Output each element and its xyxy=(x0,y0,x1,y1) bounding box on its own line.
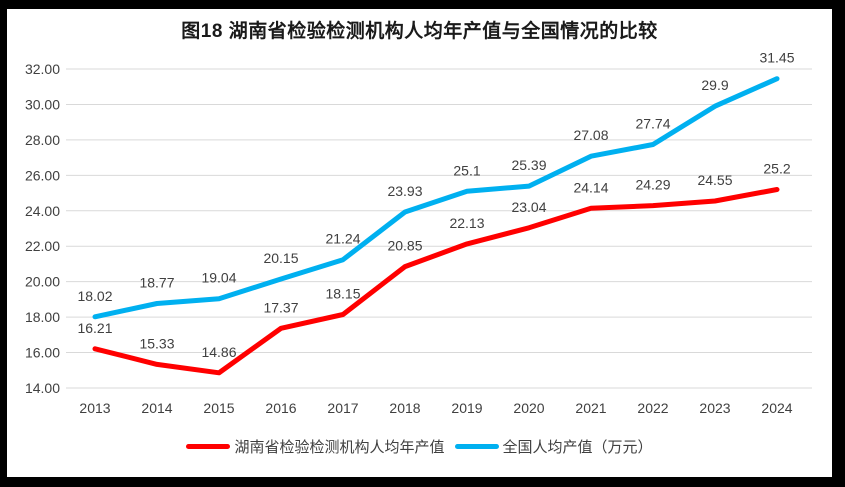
data-label: 27.08 xyxy=(573,127,608,143)
x-tick-label: 2024 xyxy=(761,400,792,416)
line-chart-canvas: 14.00 16.00 18.00 20.00 22.00 24.00 26.00 28.00… xyxy=(25,50,812,416)
data-label: 24.29 xyxy=(635,177,670,193)
x-tick-label: 2023 xyxy=(699,400,730,416)
data-label: 16.21 xyxy=(77,320,112,336)
y-tick-label: 32.00 xyxy=(25,61,60,77)
series-line-1 xyxy=(92,76,780,320)
legend-item-hunan: 湖南省检验检测机构人均年产值 xyxy=(186,436,445,457)
y-tick-label: 20.00 xyxy=(25,274,60,290)
x-tick-label: 2021 xyxy=(575,400,606,416)
data-label: 17.37 xyxy=(263,299,298,315)
chart-legend: 湖南省检验检测机构人均年产值 全国人均产值（万元） xyxy=(7,436,832,457)
y-tick-label: 26.00 xyxy=(25,167,60,183)
gridlines xyxy=(66,68,812,389)
data-label: 31.45 xyxy=(759,50,794,66)
x-tick-label: 2017 xyxy=(327,400,358,416)
chart-title: 图18 湖南省检验检测机构人均年产值与全国情况的比较 xyxy=(181,21,658,42)
legend-line-swatch-red xyxy=(186,444,231,449)
legend-label-hunan: 湖南省检验检测机构人均年产值 xyxy=(234,439,445,456)
series-line-0 xyxy=(92,187,780,376)
data-label: 23.93 xyxy=(387,183,422,199)
data-label: 14.86 xyxy=(201,344,236,360)
data-label: 25.39 xyxy=(511,157,546,173)
legend-label-national: 全国人均产值（万元） xyxy=(502,439,653,456)
x-tick-label: 2013 xyxy=(79,400,110,416)
data-label: 20.15 xyxy=(263,250,298,266)
data-label: 22.13 xyxy=(449,215,484,231)
y-tick-label: 14.00 xyxy=(25,380,60,396)
x-tick-label: 2019 xyxy=(451,400,482,416)
data-label: 24.14 xyxy=(573,179,608,195)
x-tick-label: 2020 xyxy=(513,400,544,416)
x-tick-label: 2015 xyxy=(203,400,234,416)
data-label: 25.2 xyxy=(763,161,790,177)
y-tick-label: 22.00 xyxy=(25,238,60,254)
y-tick-label: 18.00 xyxy=(25,309,60,325)
y-tick-label: 16.00 xyxy=(25,345,60,361)
data-label: 18.15 xyxy=(325,285,360,301)
x-tick-label: 2022 xyxy=(637,400,668,416)
series-data-labels-0: 16.21 15.33 14.86 17.37 18.15 20.85 22.13 23.04… xyxy=(77,161,790,360)
data-label: 24.55 xyxy=(697,172,732,188)
data-label: 15.33 xyxy=(139,335,174,351)
x-tick-label: 2016 xyxy=(265,400,296,416)
x-axis-tick-labels: 2013 2014 2015 2016 2017 2018 2019 2020 2021 2022… xyxy=(79,400,792,416)
x-tick-label: 2018 xyxy=(389,400,420,416)
y-tick-label: 28.00 xyxy=(25,132,60,148)
series-data-labels-1: 18.02 18.77 19.04 20.15 21.24 23.93 25.1 25.39 2… xyxy=(77,50,794,304)
data-label: 23.04 xyxy=(511,199,546,215)
legend-line-swatch-blue xyxy=(454,444,499,449)
legend-item-national: 全国人均产值（万元） xyxy=(454,436,653,457)
data-label: 29.9 xyxy=(701,77,728,93)
y-tick-label: 30.00 xyxy=(25,96,60,112)
data-label: 21.24 xyxy=(325,231,360,247)
x-tick-label: 2014 xyxy=(141,400,172,416)
data-label: 25.1 xyxy=(453,162,480,178)
y-tick-label: 24.00 xyxy=(25,203,60,219)
y-axis-tick-labels: 14.00 16.00 18.00 20.00 22.00 24.00 26.00 28.00… xyxy=(25,61,60,396)
data-label: 18.02 xyxy=(77,288,112,304)
data-label: 19.04 xyxy=(201,270,236,286)
data-label: 20.85 xyxy=(387,238,422,254)
data-label: 27.74 xyxy=(635,115,670,131)
data-label: 18.77 xyxy=(139,274,174,290)
